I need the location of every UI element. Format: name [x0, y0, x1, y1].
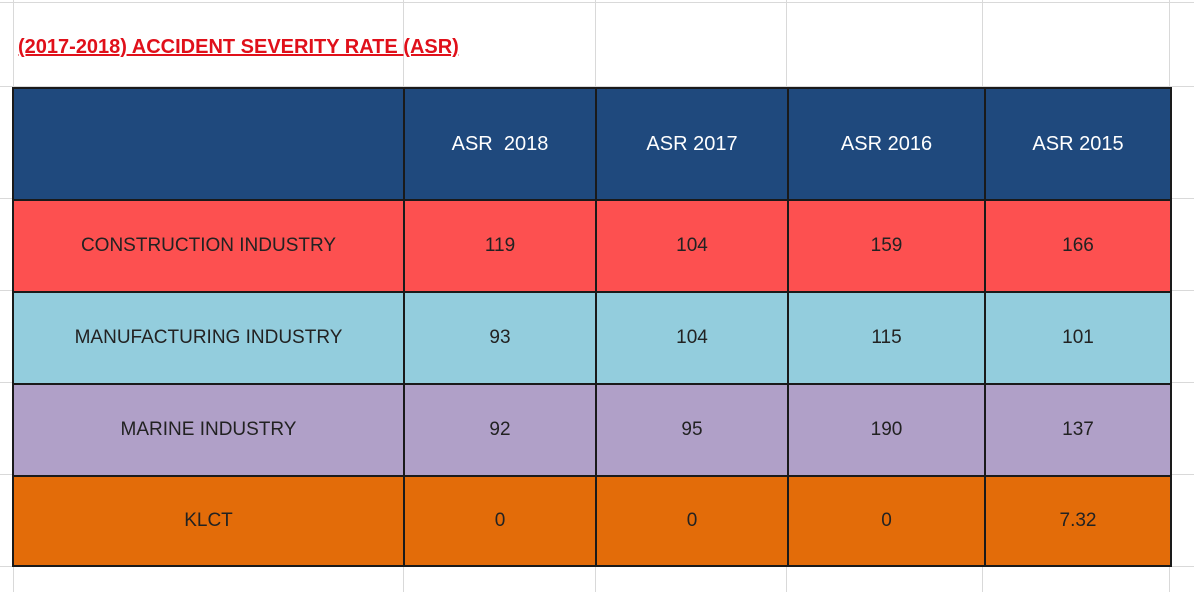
table-cell[interactable]: 0 [403, 475, 597, 567]
table-cell[interactable]: 95 [595, 383, 789, 477]
table-row: MARINE INDUSTRY 92 95 190 137 [12, 383, 1172, 477]
table-cell[interactable]: 92 [403, 383, 597, 477]
table-cell[interactable]: 7.32 [984, 475, 1172, 567]
table-row: CONSTRUCTION INDUSTRY 119 104 159 166 [12, 199, 1172, 293]
table-cell[interactable]: 104 [595, 291, 789, 385]
table-header-row: ASR 2018 ASR 2017 ASR 2016 ASR 2015 [12, 87, 1172, 201]
row-label[interactable]: MARINE INDUSTRY [12, 383, 405, 477]
table-cell[interactable]: 190 [787, 383, 986, 477]
header-cell-asr-2018[interactable]: ASR 2018 [403, 87, 597, 201]
grid-line [0, 2, 1194, 3]
grid-line [0, 566, 1194, 567]
row-label[interactable]: KLCT [12, 475, 405, 567]
table-cell[interactable]: 115 [787, 291, 986, 385]
row-label[interactable]: MANUFACTURING INDUSTRY [12, 291, 405, 385]
header-cell-asr-2016[interactable]: ASR 2016 [787, 87, 986, 201]
table-cell[interactable]: 104 [595, 199, 789, 293]
table-cell[interactable]: 119 [403, 199, 597, 293]
header-cell-empty[interactable] [12, 87, 405, 201]
grid-line [0, 86, 1194, 87]
table-cell[interactable]: 166 [984, 199, 1172, 293]
table-cell[interactable]: 159 [787, 199, 986, 293]
header-cell-asr-2017[interactable]: ASR 2017 [595, 87, 789, 201]
header-cell-asr-2015[interactable]: ASR 2015 [984, 87, 1172, 201]
table-row: KLCT 0 0 0 7.32 [12, 475, 1172, 567]
table-cell[interactable]: 137 [984, 383, 1172, 477]
page-title: (2017-2018) ACCIDENT SEVERITY RATE (ASR) [18, 36, 459, 58]
table-cell[interactable]: 0 [595, 475, 789, 567]
row-label[interactable]: CONSTRUCTION INDUSTRY [12, 199, 405, 293]
table-cell[interactable]: 0 [787, 475, 986, 567]
asr-table: ASR 2018 ASR 2017 ASR 2016 ASR 2015 CONS… [12, 87, 1172, 567]
table-cell[interactable]: 101 [984, 291, 1172, 385]
table-cell[interactable]: 93 [403, 291, 597, 385]
table-row: MANUFACTURING INDUSTRY 93 104 115 101 [12, 291, 1172, 385]
